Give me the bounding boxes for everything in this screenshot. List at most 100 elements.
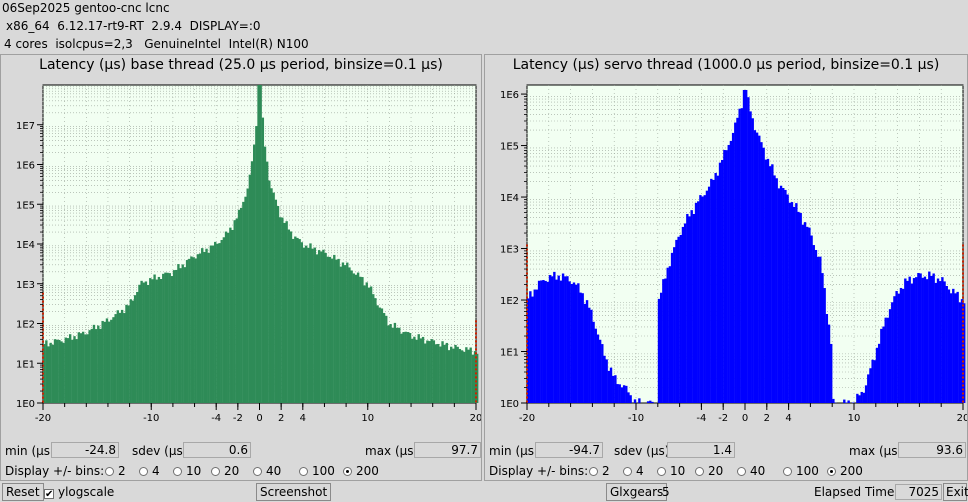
histogram-bar (380, 308, 384, 403)
histogram-bar (296, 237, 299, 403)
histogram-bar (873, 360, 876, 403)
x-tick-label: -20 (35, 413, 51, 424)
bins-option-2[interactable]: 2 (105, 464, 126, 478)
histogram-bar (71, 339, 74, 403)
glxgears-button[interactable]: Glxgears (606, 483, 668, 501)
radio-icon (737, 467, 746, 476)
histogram-bar (884, 317, 887, 403)
histogram-bar (127, 305, 130, 403)
histogram-bar (276, 206, 280, 403)
histogram-bar (544, 280, 547, 403)
y-tick-label: 1E2 (16, 320, 35, 331)
histogram-bar (118, 312, 122, 403)
histogram-bar (406, 332, 410, 403)
histogram-bar (372, 294, 375, 403)
histogram-bar (354, 274, 358, 403)
histogram-bar (753, 130, 757, 403)
bins-option-200[interactable]: 200 (827, 464, 863, 478)
radio-icon (589, 467, 598, 476)
header-line-2: x86_64 6.12.17-rt9-RT 2.9.4 DISPLAY=:0 (6, 19, 261, 33)
bins-option-100[interactable]: 100 (783, 464, 819, 478)
histogram-bar (768, 166, 772, 403)
histogram-bar (452, 348, 455, 403)
bins-option-200[interactable]: 200 (343, 464, 379, 478)
histogram-bar (799, 212, 802, 403)
y-tick-label: 1E0 (500, 399, 519, 410)
x-tick-label: 0 (256, 413, 262, 424)
bins-option-10[interactable]: 10 (657, 464, 685, 478)
bins-option-4[interactable]: 4 (139, 464, 160, 478)
min-label: min (µs) (5, 444, 55, 458)
histogram-bar (164, 272, 167, 403)
bins-option-2[interactable]: 2 (589, 464, 610, 478)
histogram-bar (255, 126, 258, 404)
histogram-bar (404, 331, 407, 403)
histogram-bar (710, 178, 713, 403)
histogram-bar (395, 327, 399, 403)
histogram-bar (378, 307, 381, 403)
histogram-bar (240, 207, 243, 403)
bins-option-40[interactable]: 40 (737, 464, 765, 478)
histogram-bar (906, 280, 909, 403)
histogram-bar (875, 347, 879, 403)
bins-option-20[interactable]: 20 (211, 464, 239, 478)
min-label: min (µs) (489, 444, 539, 458)
histogram-bar (198, 253, 202, 403)
histogram-bar (229, 227, 232, 403)
histogram-bar (716, 175, 720, 403)
y-tick-label: 1E1 (500, 348, 519, 359)
bins-option-4[interactable]: 4 (623, 464, 644, 478)
histogram-bar (218, 243, 221, 403)
histogram-bar (633, 399, 637, 403)
screenshot-button[interactable]: Screenshot (256, 483, 332, 501)
ylogscale-label: ylogscale (58, 485, 115, 499)
histogram-bar (270, 188, 273, 403)
histogram-bar (391, 327, 394, 403)
bins-option-label: 4 (152, 464, 160, 478)
histogram-bar (895, 291, 898, 403)
histogram-bar (629, 395, 632, 403)
exit-button[interactable]: Exit (943, 483, 968, 501)
histogram-bar (190, 256, 193, 403)
bins-option-label: 20 (708, 464, 724, 478)
reset-button[interactable]: Reset (2, 483, 44, 501)
histogram-bar (398, 327, 401, 403)
histogram-bar (771, 164, 774, 403)
bins-option-40[interactable]: 40 (253, 464, 281, 478)
histogram-bar (263, 146, 267, 403)
histogram-bar (231, 229, 234, 403)
elapsed-label: Elapsed Time: (814, 485, 899, 499)
histogram-bar (205, 248, 208, 403)
bins-option-20[interactable]: 20 (695, 464, 723, 478)
ylogscale-checkbox[interactable]: ✔ ylogscale (44, 485, 115, 500)
histogram-bar (701, 196, 704, 403)
bins-option-label: 100 (312, 464, 335, 478)
histogram-bar (934, 282, 938, 403)
histogram-bar (79, 333, 83, 403)
histogram-bar (361, 277, 364, 403)
bins-option-10[interactable]: 10 (173, 464, 201, 478)
histogram-bar (207, 252, 210, 403)
histogram-bar (300, 242, 303, 403)
radio-icon (253, 467, 262, 476)
histogram-bar (181, 264, 184, 403)
histogram-bar (367, 287, 371, 403)
histogram-bar (402, 332, 405, 403)
histogram-bar (465, 347, 468, 403)
bins-option-100[interactable]: 100 (299, 464, 335, 478)
histogram-bar (363, 285, 366, 403)
histogram-bar (666, 267, 669, 403)
histogram-bar (897, 293, 900, 403)
sdev-label: sdev (µs) (614, 444, 670, 458)
histogram-bar (601, 344, 604, 403)
histogram-bar (369, 286, 373, 403)
histogram-bar (183, 267, 187, 403)
histogram-bar (330, 258, 334, 403)
histogram-bar (910, 283, 914, 403)
histogram-bar (248, 174, 252, 403)
histogram-bar (880, 328, 883, 403)
histogram-bar (557, 275, 560, 403)
histogram-bar (88, 330, 91, 403)
glxgears-count: 5 (662, 485, 670, 499)
histogram-bar (795, 203, 798, 403)
